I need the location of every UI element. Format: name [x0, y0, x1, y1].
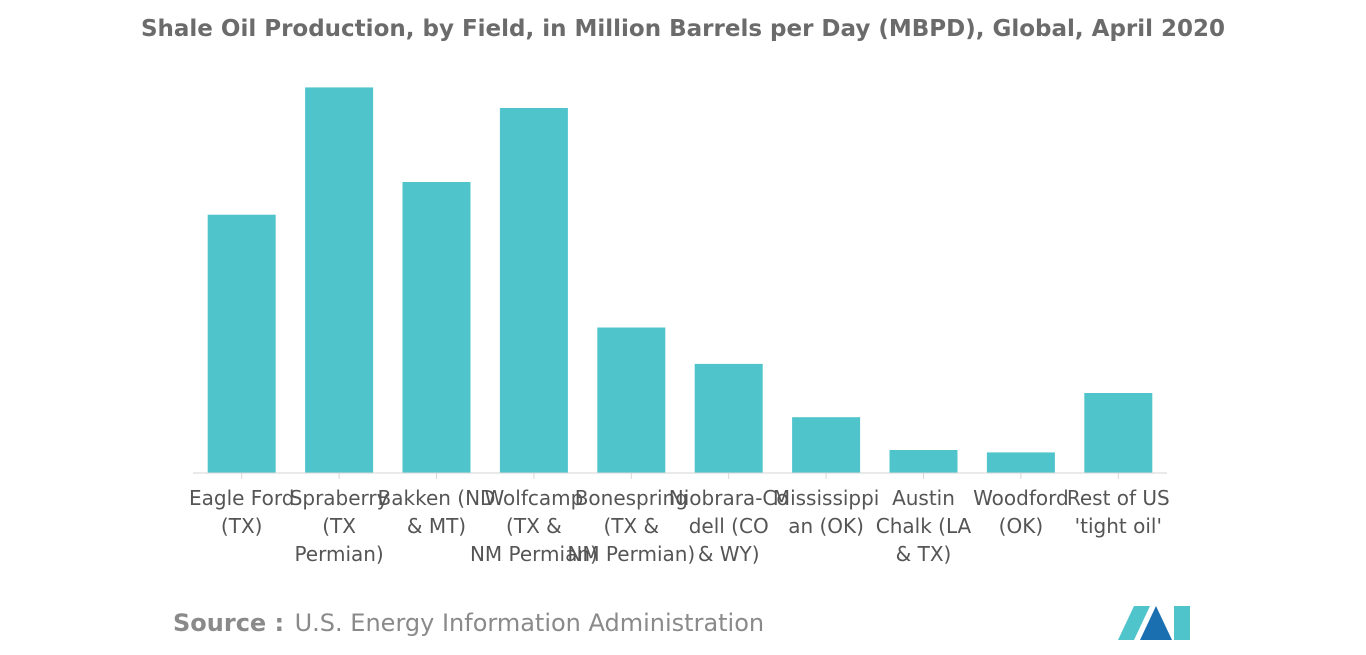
- x-tick-label-2: Spraberry (TX Permian): [290, 486, 389, 566]
- bar-9: [986, 452, 1055, 473]
- bar-1: [207, 214, 276, 473]
- logo-right-shape: [1174, 606, 1190, 640]
- bar-group: [207, 87, 1153, 474]
- x-tick-label-3: Bakken (ND & MT): [378, 486, 496, 538]
- bar-4: [499, 108, 568, 473]
- source-text: U.S. Energy Information Administration: [295, 609, 765, 637]
- logo-middle-shape: [1140, 606, 1172, 640]
- mordor-intelligence-logo-icon: [1118, 606, 1190, 640]
- source-note: Source : U.S. Energy Information Adminis…: [173, 609, 764, 637]
- source-prefix: Source :: [173, 609, 284, 637]
- x-tick-label-5: Bonespring (TX & NM Permian): [567, 486, 695, 566]
- bar-2: [305, 87, 374, 474]
- x-tick-label-7: Mississippi an (OK): [773, 486, 880, 538]
- bar-3: [402, 182, 471, 473]
- bar-10: [1084, 393, 1153, 473]
- bar-5: [597, 327, 666, 473]
- x-tick-label-6: Niobrara-Co dell (CO & WY): [669, 486, 789, 566]
- x-axis-ticks: [241, 473, 1119, 479]
- x-tick-label-9: Woodford (OK): [973, 486, 1069, 538]
- chart-title: Shale Oil Production, by Field, in Milli…: [141, 16, 1225, 42]
- bar-6: [694, 363, 763, 473]
- x-tick-label-4: Wolfcamp (TX & NM Permian): [470, 486, 598, 566]
- bar-8: [889, 450, 958, 473]
- logo-left-shape: [1118, 606, 1150, 640]
- bar-7: [792, 417, 861, 473]
- x-axis-labels: Eagle Ford (TX)Spraberry (TX Permian)Bakken…: [189, 486, 1170, 566]
- svg-text:Source : U.S. Energy Inf: Source : U.S. Energy Information Adminis…: [173, 609, 764, 637]
- x-tick-label-8: Austin Chalk (LA & TX): [876, 486, 972, 566]
- x-tick-label-1: Eagle Ford (TX): [189, 486, 294, 538]
- x-tick-label-10: Rest of US'tight oil': [1067, 486, 1170, 538]
